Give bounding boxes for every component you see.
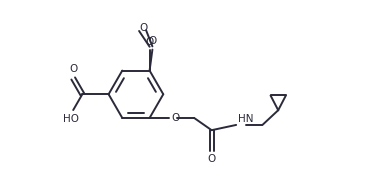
Text: O: O <box>172 113 180 123</box>
Text: O: O <box>139 23 148 33</box>
Text: O: O <box>146 37 154 47</box>
Text: O: O <box>69 64 78 74</box>
Text: HN: HN <box>238 114 253 124</box>
Text: O: O <box>148 36 156 46</box>
Text: HO: HO <box>63 114 80 124</box>
Text: O: O <box>207 154 216 164</box>
